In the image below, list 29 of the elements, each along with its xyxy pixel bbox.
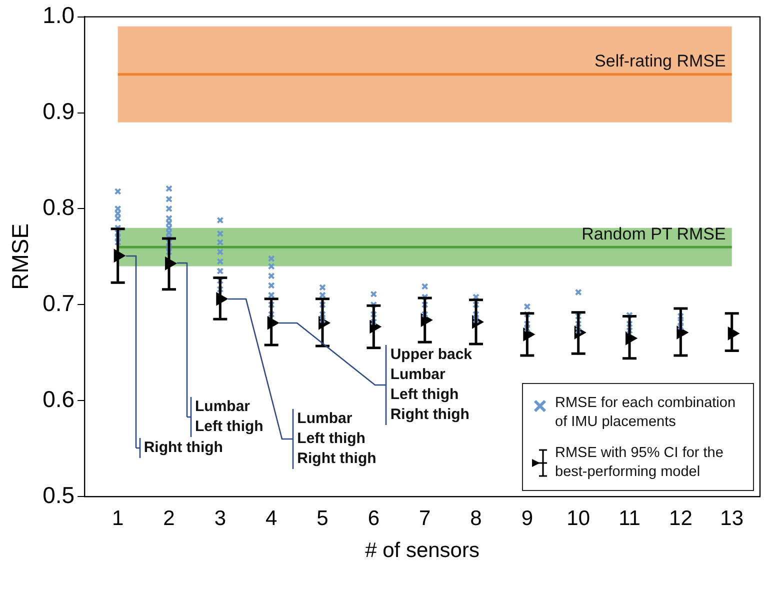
annotation: Lumbar Left thigh	[195, 397, 264, 438]
x-tick-label: 3	[214, 506, 226, 530]
annotation: Lumbar Left thigh Right thigh	[297, 408, 376, 469]
y-tick-label: 1.0	[42, 2, 75, 28]
annotation: Right thigh	[144, 438, 223, 458]
legend-label: RMSE with 95% CI for the best-performing model	[555, 444, 724, 482]
x-tick-label: 10	[566, 506, 590, 530]
x-tick-label: 9	[521, 506, 534, 530]
x-tick-label: 6	[368, 506, 380, 530]
y-axis-title: RMSE	[7, 223, 34, 290]
y-tick-label: 0.5	[42, 482, 75, 508]
legend-label: RMSE for each combination of IMU placements	[555, 394, 737, 432]
ref-line-label: Self-rating RMSE	[594, 52, 726, 71]
y-tick-label: 0.7	[42, 290, 75, 316]
x-tick-label: 7	[419, 506, 431, 530]
ref-line-label: Random PT RMSE	[582, 224, 726, 244]
y-tick-label: 0.8	[42, 194, 75, 220]
y-tick-label: 0.9	[42, 98, 75, 124]
x-tick-label: 8	[470, 506, 482, 530]
x-tick-label: 4	[265, 506, 278, 530]
x-tick-label: 1	[112, 506, 124, 530]
x-tick-label: 12	[669, 506, 692, 530]
annotation: Upper back Lumbar Left thigh Right thigh	[390, 344, 472, 425]
y-tick-label: 0.6	[42, 386, 75, 412]
x-tick-label: 2	[163, 506, 175, 530]
x-tick-label: 11	[618, 506, 640, 530]
x-tick-label: 5	[316, 506, 328, 530]
x-tick-label: 13	[720, 506, 744, 530]
x-axis-title: # of sensors	[365, 539, 480, 562]
